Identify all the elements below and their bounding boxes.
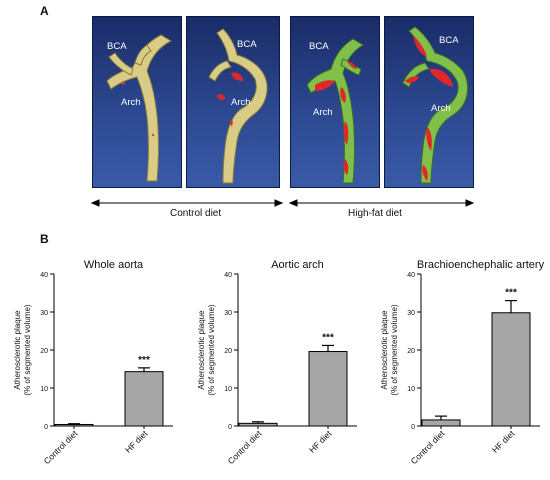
y-tick-label: 10	[40, 386, 48, 393]
chart-title: Brachioenchephalic artery	[417, 259, 545, 271]
control-diet-label: Control diet	[170, 208, 222, 219]
chart-brachiocephalic: Brachioenchephalic artery 0 10 20 30 40 Athero…	[380, 259, 545, 466]
y-tick-label: 40	[40, 272, 48, 279]
category-label: HF diet	[307, 428, 334, 455]
chart-aortic-arch: Aortic arch 0 10 20 30 40 Atherosclerotic plaq…	[197, 259, 357, 466]
category-label: Control diet	[226, 428, 264, 466]
arch-label: Arch	[121, 97, 141, 108]
bar	[421, 419, 461, 427]
significance-marker: ***	[138, 355, 150, 366]
arch-label: Arch	[431, 103, 451, 114]
y-tick-label: 10	[224, 386, 232, 393]
y-axis-label: (% of segmented volume)	[207, 304, 216, 395]
y-tick-label: 10	[407, 386, 415, 393]
bca-label: BCA	[309, 41, 329, 52]
vessel-shape	[208, 28, 268, 184]
bar	[308, 351, 348, 427]
y-axis-label: Atherosclerotic plaque	[380, 310, 389, 390]
bar	[54, 423, 94, 427]
chart-title: Aortic arch	[271, 259, 324, 271]
panel-b-letter: B	[40, 232, 49, 246]
category-label: Control diet	[409, 428, 447, 466]
aorta-render-hf-2: BCA Arch	[384, 16, 474, 188]
high-fat-diet-label: High-fat diet	[348, 208, 402, 219]
y-axis-label: (% of segmented volume)	[23, 304, 32, 395]
bca-label: BCA	[107, 41, 127, 52]
y-tick-label: 0	[44, 424, 48, 431]
bca-label: BCA	[237, 39, 257, 50]
chart-title: Whole aorta	[84, 259, 144, 271]
y-tick-label: 40	[224, 272, 232, 279]
y-tick-label: 30	[224, 310, 232, 317]
y-tick-label: 20	[224, 348, 232, 355]
y-tick-label: 0	[228, 424, 232, 431]
y-tick-label: 20	[40, 348, 48, 355]
chart-whole-aorta: Whole aorta 0 10 20 30 40 Atherosclerotic plaq…	[13, 259, 173, 466]
y-tick-label: 20	[407, 348, 415, 355]
aorta-render-control-2: BCA Arch	[186, 16, 280, 188]
group-arrows	[90, 199, 475, 207]
y-tick-label: 40	[407, 272, 415, 279]
y-axis-label: (% of segmented volume)	[390, 304, 399, 395]
aorta-render-control-1: BCA Arch	[92, 16, 182, 188]
high-fat-arrow	[288, 199, 475, 207]
y-axis-label: Atherosclerotic plaque	[197, 310, 206, 390]
significance-marker: ***	[322, 332, 334, 343]
bar	[491, 312, 531, 427]
panel-a-letter: A	[40, 4, 49, 18]
arch-label: Arch	[231, 97, 251, 108]
category-label: Control diet	[42, 428, 80, 466]
vessel-shape	[106, 34, 173, 182]
control-arrow	[90, 199, 284, 207]
y-tick-label: 30	[407, 310, 415, 317]
bar	[124, 371, 164, 427]
significance-marker: ***	[505, 288, 517, 299]
aorta-render-hf-1: BCA Arch	[290, 16, 380, 188]
y-tick-label: 30	[40, 310, 48, 317]
category-label: HF diet	[123, 428, 150, 455]
category-label: HF diet	[490, 428, 517, 455]
y-tick-label: 0	[411, 424, 415, 431]
arch-label: Arch	[313, 107, 333, 118]
y-axis-label: Atherosclerotic plaque	[13, 310, 22, 390]
bca-label: BCA	[439, 35, 459, 46]
bar	[238, 422, 278, 427]
